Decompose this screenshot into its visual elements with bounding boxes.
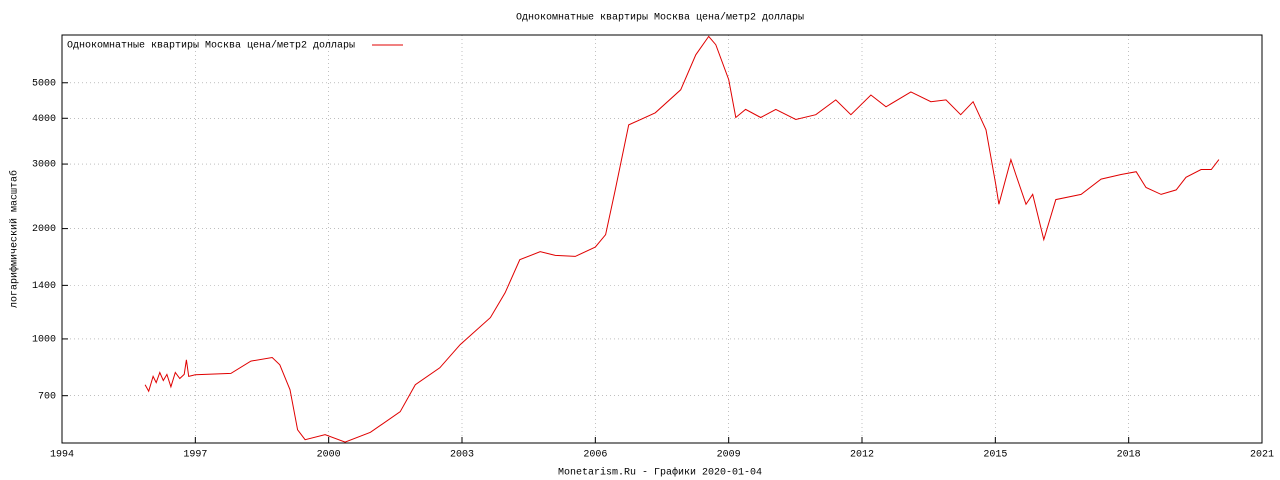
x-tick-label: 2015 [983, 450, 1007, 461]
plot-border [61, 34, 1263, 444]
x-tick-label: 2018 [1117, 450, 1141, 461]
footer: Monetarism.Ru - Графики 2020-01-04 [558, 466, 762, 479]
data-line [144, 35, 1220, 443]
x-tick-label: 2003 [450, 450, 474, 461]
x-tick-label: 2009 [717, 450, 741, 461]
y-tick-label: 2000 [32, 224, 56, 235]
x-tick-label: 2006 [583, 450, 607, 461]
x-tick-label: 2021 [1250, 450, 1274, 461]
x-tick-label: 2012 [850, 450, 874, 461]
legend-label: Однокомнатные квартиры Москва цена/метр2… [67, 40, 355, 52]
y-tick-label: 3000 [32, 160, 56, 171]
y-tick-label: 5000 [32, 78, 56, 89]
x-tick-label: 1994 [50, 450, 74, 461]
y-axis-label: логарифмический масштаб [8, 170, 21, 308]
y-tick-label: 700 [38, 391, 56, 402]
chart-title: Однокомнатные квартиры Москва цена/метр2… [516, 12, 804, 24]
y-tick-label: 1400 [32, 281, 56, 292]
x-tick-label: 1997 [183, 450, 207, 461]
x-tick-label: 2000 [317, 450, 341, 461]
y-tick-label: 4000 [32, 114, 56, 125]
y-tick-label: 1000 [32, 335, 56, 346]
